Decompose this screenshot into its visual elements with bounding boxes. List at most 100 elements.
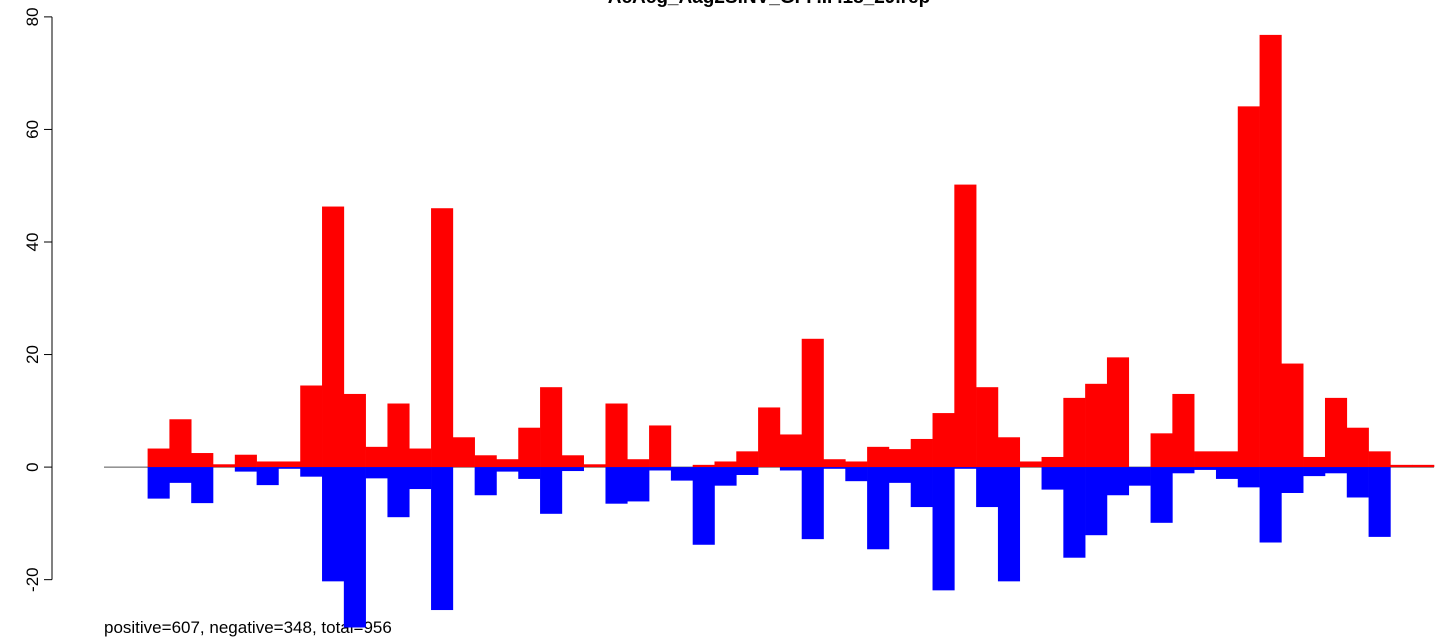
bar [692,467,715,545]
bar [997,467,1021,582]
bar [627,467,650,502]
bar [1150,467,1173,523]
bar [365,446,388,468]
bar [867,446,890,468]
bar [1237,467,1260,488]
bar [1063,467,1086,558]
bar [300,467,323,477]
bar [1019,461,1042,468]
y-tick-label: 40 [23,233,42,252]
bar [736,467,759,475]
bar [496,459,519,468]
bar [627,459,650,468]
bar [1215,467,1239,479]
bar [1346,467,1369,498]
bar [867,467,890,550]
bar [1172,467,1195,474]
bar [1063,397,1086,468]
y-tick-label: 60 [23,120,42,139]
bar [213,464,236,468]
bar [256,461,279,468]
bar [605,403,628,468]
bar [1368,467,1391,537]
bar [409,448,432,468]
bar [496,467,519,472]
bar [147,467,170,499]
bar [714,467,737,486]
bar [649,425,672,468]
bar [409,467,432,490]
bar [976,467,999,508]
y-tick-label: 0 [23,462,42,471]
bar [1215,451,1239,468]
bar [823,467,846,469]
bar [1346,427,1369,468]
bar [932,413,955,468]
bar [997,437,1021,468]
bar [845,461,868,468]
bar [1368,451,1391,468]
bar [1412,464,1435,468]
bar [758,407,781,468]
bar [801,338,824,468]
bar [670,467,693,481]
bar [910,467,933,508]
bar [561,455,584,468]
bar [234,454,257,468]
bar [387,403,410,468]
bar [1041,467,1064,490]
bar [583,464,606,468]
bar [1172,393,1195,468]
bar [1150,433,1173,468]
bar [1324,397,1348,468]
bar [692,464,715,468]
bar [256,467,279,486]
bar [1128,467,1151,486]
bar [1303,456,1326,468]
footnote: positive=607, negative=348, total=956 [104,618,392,637]
bar [1303,467,1326,477]
bar [278,467,301,469]
bar [1259,34,1282,468]
bar [1106,467,1130,496]
bar [823,459,846,468]
bar [169,467,192,483]
bar [322,467,345,582]
bar [191,453,214,468]
bar [910,438,933,468]
bar [779,434,803,468]
bar [801,467,824,540]
bar [343,467,366,628]
bar [888,449,912,468]
bar [605,467,628,504]
y-tick-label: 80 [23,7,42,26]
bar [169,419,192,468]
bar [343,393,366,468]
y-tick-label: 20 [23,345,42,364]
bar [649,467,672,471]
bar [518,467,541,479]
bar [278,461,301,468]
bar [300,385,323,468]
bar [147,448,170,468]
bar [954,184,977,468]
bar [976,387,999,468]
bar [1194,451,1217,468]
bar [452,437,475,468]
bar [431,467,454,611]
bar [561,467,584,472]
bar [540,387,563,468]
bar [518,427,541,468]
bar [1324,467,1348,474]
bar [1390,464,1413,468]
bar [387,467,410,518]
bar [474,467,497,496]
bar [1281,363,1304,468]
bar [1259,467,1282,543]
bar [1085,467,1108,536]
bar [1041,456,1064,468]
bar [779,467,803,471]
bar [845,467,868,482]
bar [736,451,759,468]
